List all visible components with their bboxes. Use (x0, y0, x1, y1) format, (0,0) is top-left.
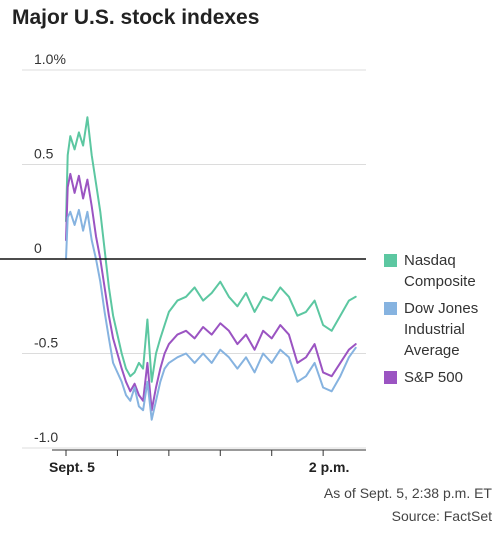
series-line-sp500 (65, 172, 357, 412)
series-lines (65, 116, 357, 421)
y-tick-labels: 1.0% 0.5 0 -0.5 -1.0 (34, 51, 66, 445)
legend-item-dow: Dow Jones Industrial Average (384, 298, 496, 361)
chart-title: Major U.S. stock indexes (12, 6, 260, 29)
series-line-dow (65, 208, 357, 421)
series-line-nasdaq (65, 116, 357, 383)
legend-label-dow: Dow Jones Industrial Average (404, 300, 479, 359)
legend-item-sp500: S&P 500 (384, 367, 496, 388)
legend-swatch-nasdaq (384, 254, 397, 267)
legend-swatch-sp500 (384, 371, 397, 384)
y-tick-label: -0.5 (34, 335, 58, 351)
x-tick-label: Sept. 5 (49, 459, 95, 475)
legend-label-sp500: S&P 500 (404, 369, 463, 386)
x-axis: Sept. 5 2 p.m. (49, 449, 366, 475)
source-note: Source: FactSet (391, 508, 492, 524)
legend-label-nasdaq: Nasdaq Composite (404, 252, 476, 290)
as-of-note: As of Sept. 5, 2:38 p.m. ET (323, 485, 492, 501)
legend-item-nasdaq: Nasdaq Composite (384, 250, 496, 292)
x-tick-label: 2 p.m. (309, 459, 349, 475)
y-tick-label: 0.5 (34, 146, 54, 162)
legend-swatch-dow (384, 302, 397, 315)
y-tick-label: -1.0 (34, 429, 58, 445)
y-tick-label: 0 (34, 240, 42, 256)
y-tick-label: 1.0% (34, 51, 66, 67)
legend: Nasdaq Composite Dow Jones Industrial Av… (384, 250, 496, 394)
